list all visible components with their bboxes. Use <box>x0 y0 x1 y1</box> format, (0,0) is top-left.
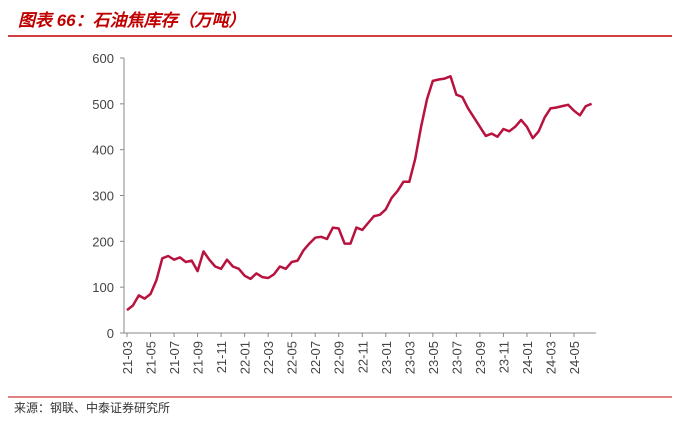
x-tick-label: 24-05 <box>567 341 582 374</box>
y-tick-label: 500 <box>92 97 114 112</box>
x-tick-label: 21-05 <box>144 341 159 374</box>
y-tick-label: 300 <box>92 189 114 204</box>
x-tick-label: 22-09 <box>332 341 347 374</box>
x-tick-label: 23-09 <box>473 341 488 374</box>
x-tick-label: 22-01 <box>238 341 253 374</box>
x-tick-label: 21-03 <box>120 341 135 374</box>
source: 来源：钢联、中泰证券研究所 <box>14 400 170 415</box>
x-tick-label: 22-07 <box>308 341 323 374</box>
chart-title: 图表 66：石油焦库存（万吨） <box>18 11 246 30</box>
x-tick-label: 23-03 <box>402 341 417 374</box>
x-tick-label: 24-01 <box>520 341 535 374</box>
x-tick-label: 21-11 <box>214 341 229 373</box>
x-tick-label: 22-03 <box>261 341 276 374</box>
x-tick-label: 23-11 <box>496 341 511 373</box>
x-tick-label: 23-05 <box>426 341 441 374</box>
x-tick-label: 22-05 <box>285 341 300 374</box>
y-tick-label: 200 <box>92 234 114 249</box>
x-tick-label: 24-03 <box>543 341 558 374</box>
x-tick-label: 21-07 <box>167 341 182 374</box>
x-tick-label: 22-11 <box>355 341 370 373</box>
y-tick-label: 400 <box>92 143 114 158</box>
y-tick-label: 0 <box>107 326 114 341</box>
y-tick-label: 100 <box>92 280 114 295</box>
x-tick-label: 23-01 <box>379 341 394 374</box>
x-tick-label: 21-09 <box>191 341 206 374</box>
y-tick-label: 600 <box>92 51 114 66</box>
x-tick-label: 23-07 <box>449 341 464 374</box>
line-series <box>126 75 593 312</box>
